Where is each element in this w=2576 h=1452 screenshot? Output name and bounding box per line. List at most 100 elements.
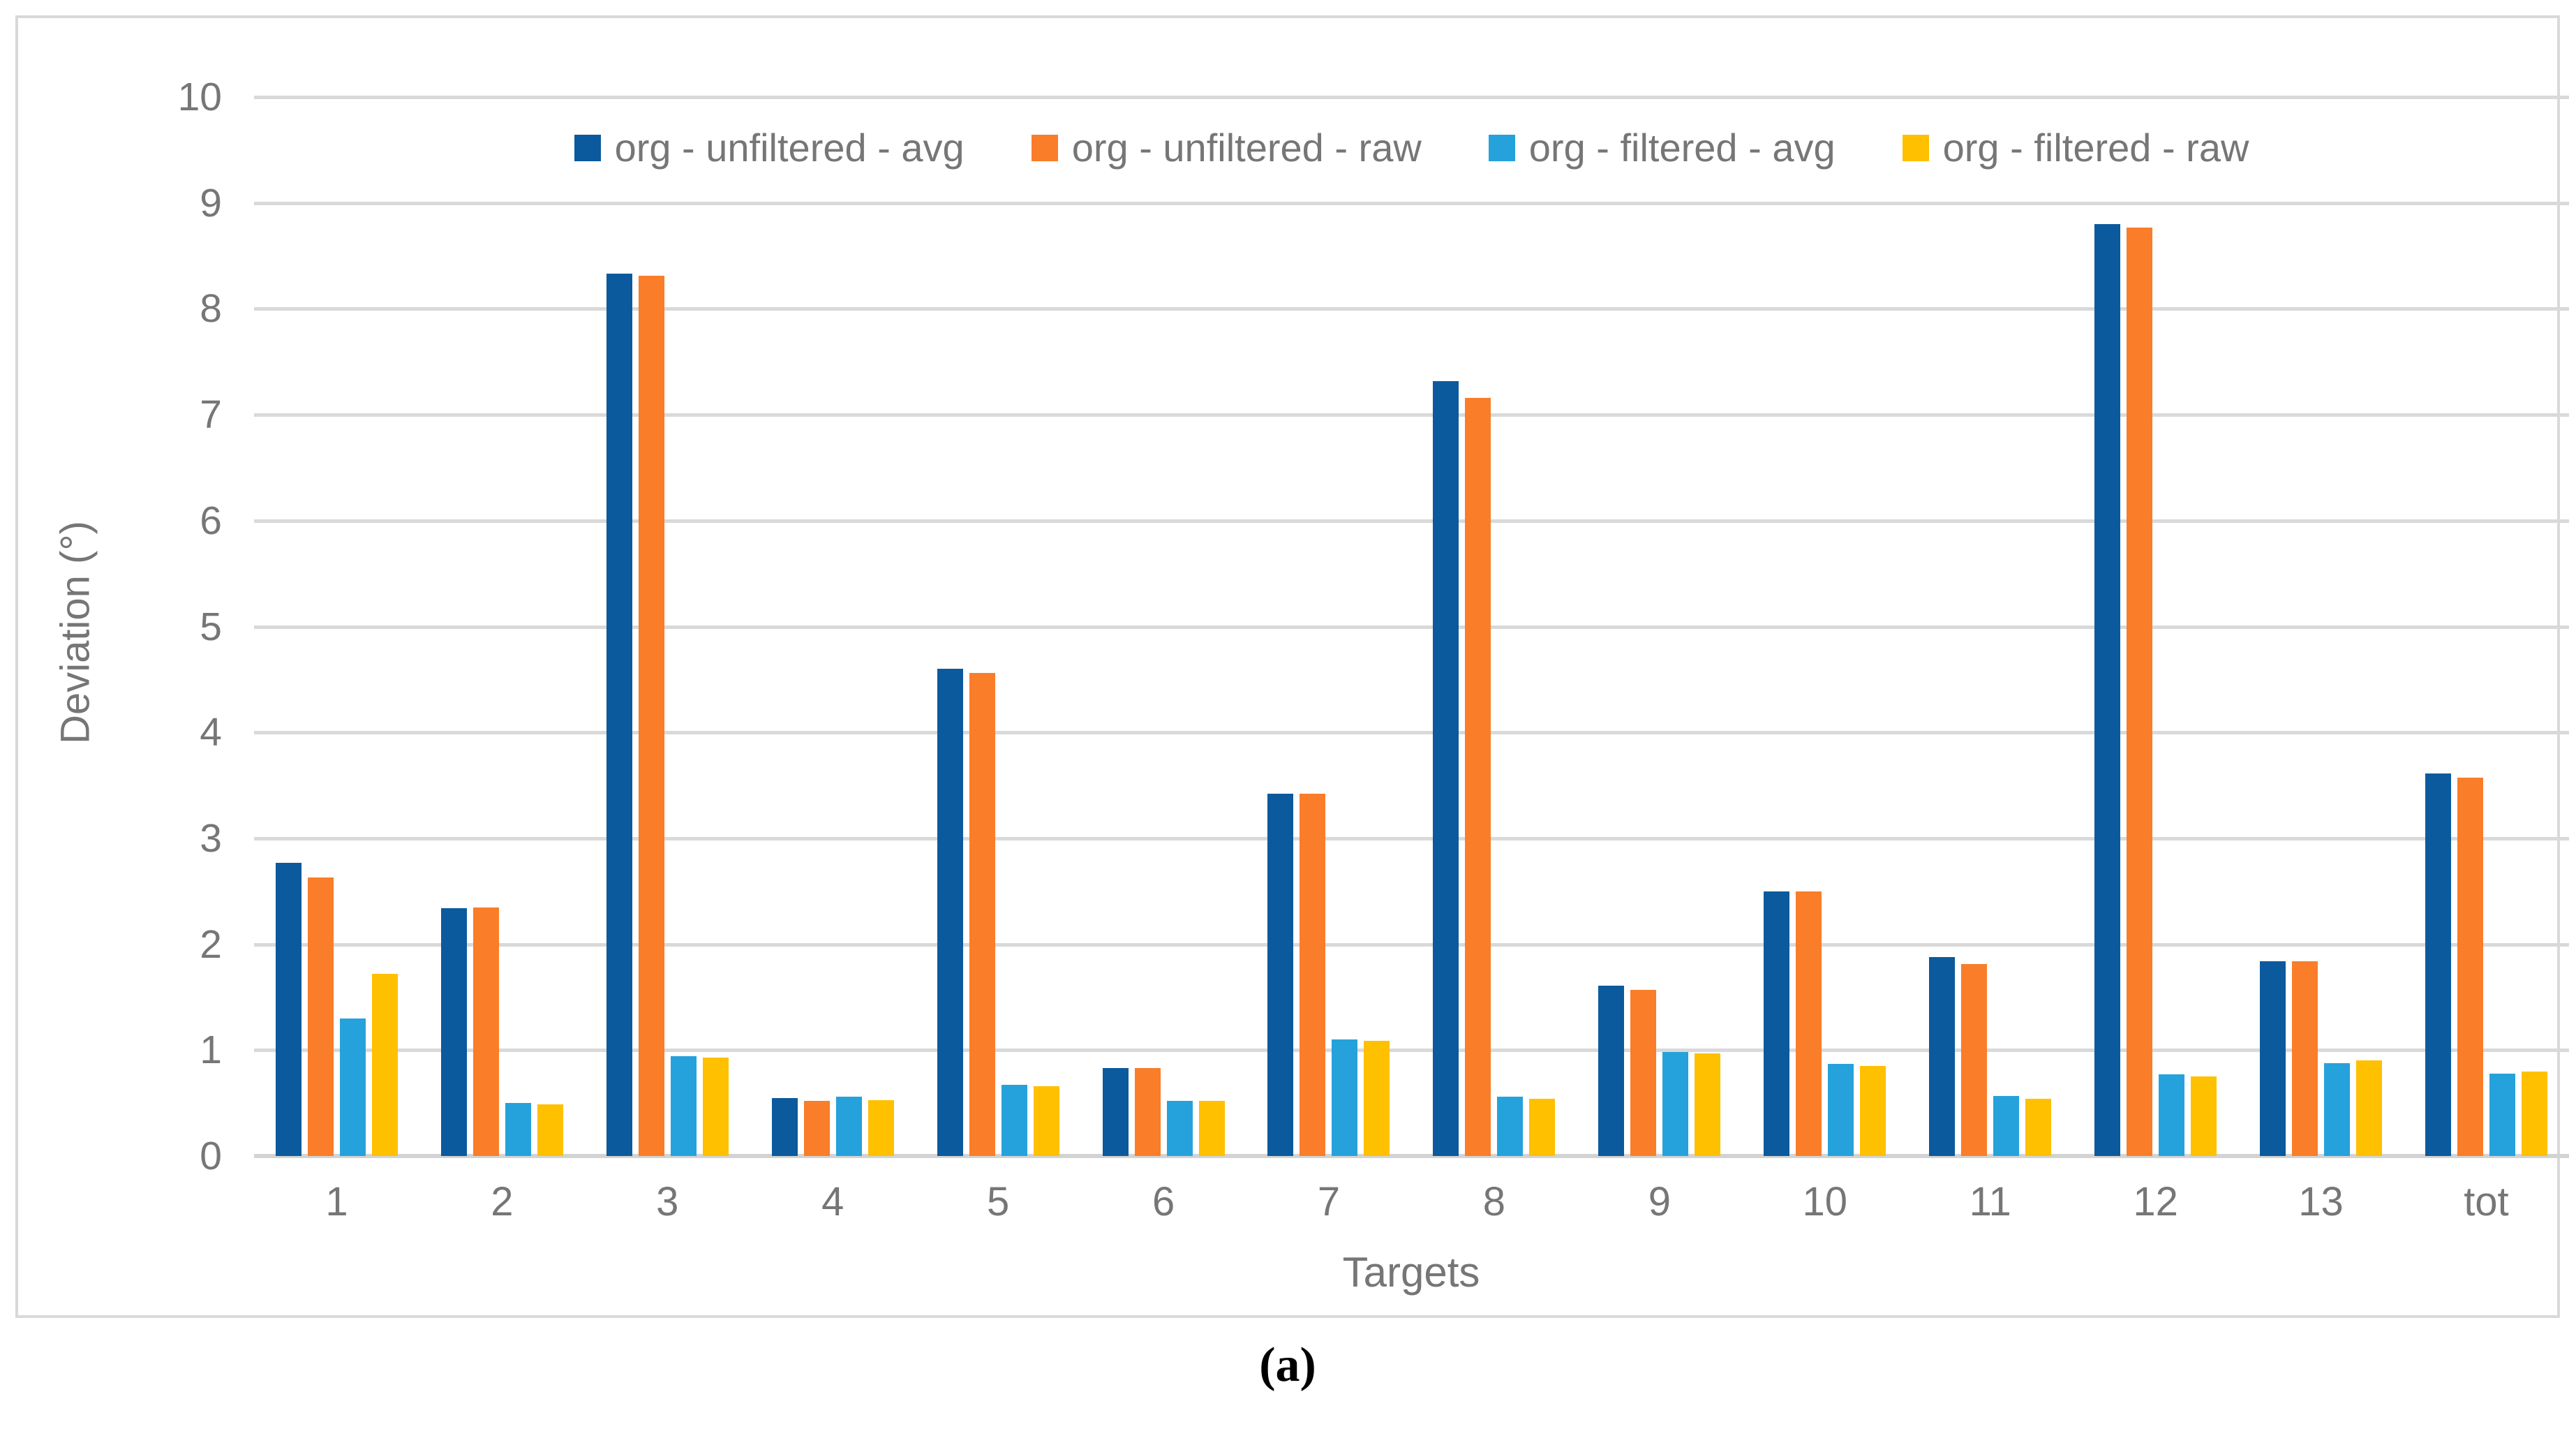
x-tick-label: 11 — [1969, 1179, 2011, 1224]
bar-group-13 — [2238, 97, 2404, 1156]
bar — [1497, 1097, 1524, 1156]
x-tick-label: 10 — [1802, 1179, 1848, 1224]
legend: org - unfiltered - avg org - unfiltered -… — [254, 125, 2569, 170]
legend-label: org - unfiltered - avg — [614, 126, 965, 170]
y-tick-label: 10 — [177, 75, 222, 119]
bar — [2260, 961, 2286, 1156]
x-tick-label: 4 — [821, 1179, 844, 1224]
bar — [868, 1100, 894, 1156]
bar — [1630, 990, 1657, 1156]
x-axis-tick-labels: 1 2 3 4 5 6 7 8 9 10 11 12 13 tot — [254, 1178, 2569, 1225]
x-tick-label: 5 — [987, 1179, 1010, 1224]
bar-group-8 — [1411, 97, 1577, 1156]
bar — [1134, 1068, 1161, 1156]
bar — [1102, 1068, 1129, 1156]
x-axis-title: Targets — [1342, 1249, 1480, 1296]
gridline — [254, 625, 2569, 629]
bar — [2025, 1099, 2052, 1156]
x-tick-label: 12 — [2133, 1179, 2178, 1224]
legend-item: org - filtered - avg — [1488, 125, 1836, 170]
bar — [1993, 1096, 2020, 1156]
bar — [1529, 1099, 1556, 1156]
gridline — [254, 519, 2569, 523]
bar — [2127, 228, 2153, 1156]
gridline — [254, 943, 2569, 947]
bar — [937, 669, 963, 1156]
x-tick-label: 8 — [1482, 1179, 1506, 1224]
bar — [2292, 961, 2318, 1156]
bar — [472, 908, 499, 1156]
bar — [2425, 773, 2451, 1156]
bar-group-tot — [2404, 97, 2569, 1156]
bar — [1166, 1101, 1193, 1156]
x-tick-label: 6 — [1152, 1179, 1175, 1224]
legend-label: org - filtered - avg — [1528, 126, 1836, 170]
bar — [1033, 1086, 1059, 1156]
bar-groups — [254, 97, 2569, 1156]
bar-group-10 — [1742, 97, 1907, 1156]
bar — [1332, 1039, 1358, 1156]
bar — [1828, 1064, 1854, 1156]
x-tick-label: 7 — [1317, 1179, 1341, 1224]
bar — [1300, 794, 1326, 1156]
bar-group-2 — [419, 97, 585, 1156]
y-tick-label: 2 — [200, 922, 222, 967]
bar — [702, 1058, 729, 1156]
y-tick-label: 1 — [200, 1028, 222, 1072]
bar-group-9 — [1577, 97, 1742, 1156]
bar — [1764, 891, 1790, 1156]
bar — [505, 1103, 531, 1156]
gridline — [254, 307, 2569, 311]
y-tick-label: 4 — [200, 710, 222, 755]
bar-group-12 — [2073, 97, 2238, 1156]
x-tick-label: 9 — [1648, 1179, 1671, 1224]
bar — [307, 877, 334, 1156]
bar — [2191, 1076, 2217, 1156]
plot-area: org - unfiltered - avg org - unfiltered -… — [254, 96, 2569, 1158]
legend-swatch — [1488, 134, 1515, 161]
legend-item: org - unfiltered - raw — [1031, 125, 1422, 170]
chart-figure-border: Deviation (°) 10 9 8 7 6 5 4 3 2 1 0 org - unfilte… — [15, 15, 2569, 1318]
y-axis-tick-labels: 10 9 8 7 6 5 4 3 2 1 0 — [18, 75, 240, 1178]
bar — [1433, 381, 1459, 1156]
bar-group-7 — [1246, 97, 1412, 1156]
bar — [1465, 398, 1491, 1156]
gridline — [254, 731, 2569, 734]
bar — [1001, 1085, 1027, 1156]
bar — [1961, 964, 1988, 1156]
bar — [440, 908, 467, 1156]
x-axis-line — [254, 1154, 2569, 1158]
bar-group-1 — [254, 97, 419, 1156]
gridline — [254, 837, 2569, 840]
bar — [771, 1098, 798, 1156]
bar — [1796, 891, 1822, 1156]
bar — [1695, 1053, 1721, 1156]
y-tick-label: 8 — [200, 286, 222, 331]
legend-swatch — [1031, 134, 1058, 161]
bar — [339, 1018, 366, 1156]
x-tick-label: 1 — [325, 1179, 348, 1224]
bar-group-5 — [916, 97, 1081, 1156]
gridline — [254, 202, 2569, 205]
legend-swatch — [574, 134, 601, 161]
x-tick-label: tot — [2464, 1179, 2509, 1224]
figure-caption: (a) — [1259, 1338, 1316, 1392]
bar — [2094, 224, 2121, 1156]
y-tick-label: 3 — [200, 816, 222, 861]
bar-group-6 — [1081, 97, 1246, 1156]
bar — [537, 1104, 563, 1156]
y-tick-label: 6 — [200, 498, 222, 543]
legend-label: org - filtered - raw — [1942, 126, 2249, 170]
bar-group-11 — [1907, 97, 2073, 1156]
bar — [638, 276, 664, 1156]
legend-label: org - unfiltered - raw — [1071, 126, 1422, 170]
y-tick-label: 7 — [200, 392, 222, 437]
x-tick-label: 2 — [491, 1179, 514, 1224]
legend-item: org - unfiltered - avg — [574, 125, 965, 170]
y-tick-label: 5 — [200, 605, 222, 649]
bar — [371, 974, 398, 1156]
bar — [2521, 1072, 2547, 1156]
gridline — [254, 96, 2569, 99]
bar — [2324, 1063, 2351, 1156]
y-tick-label: 9 — [200, 181, 222, 225]
